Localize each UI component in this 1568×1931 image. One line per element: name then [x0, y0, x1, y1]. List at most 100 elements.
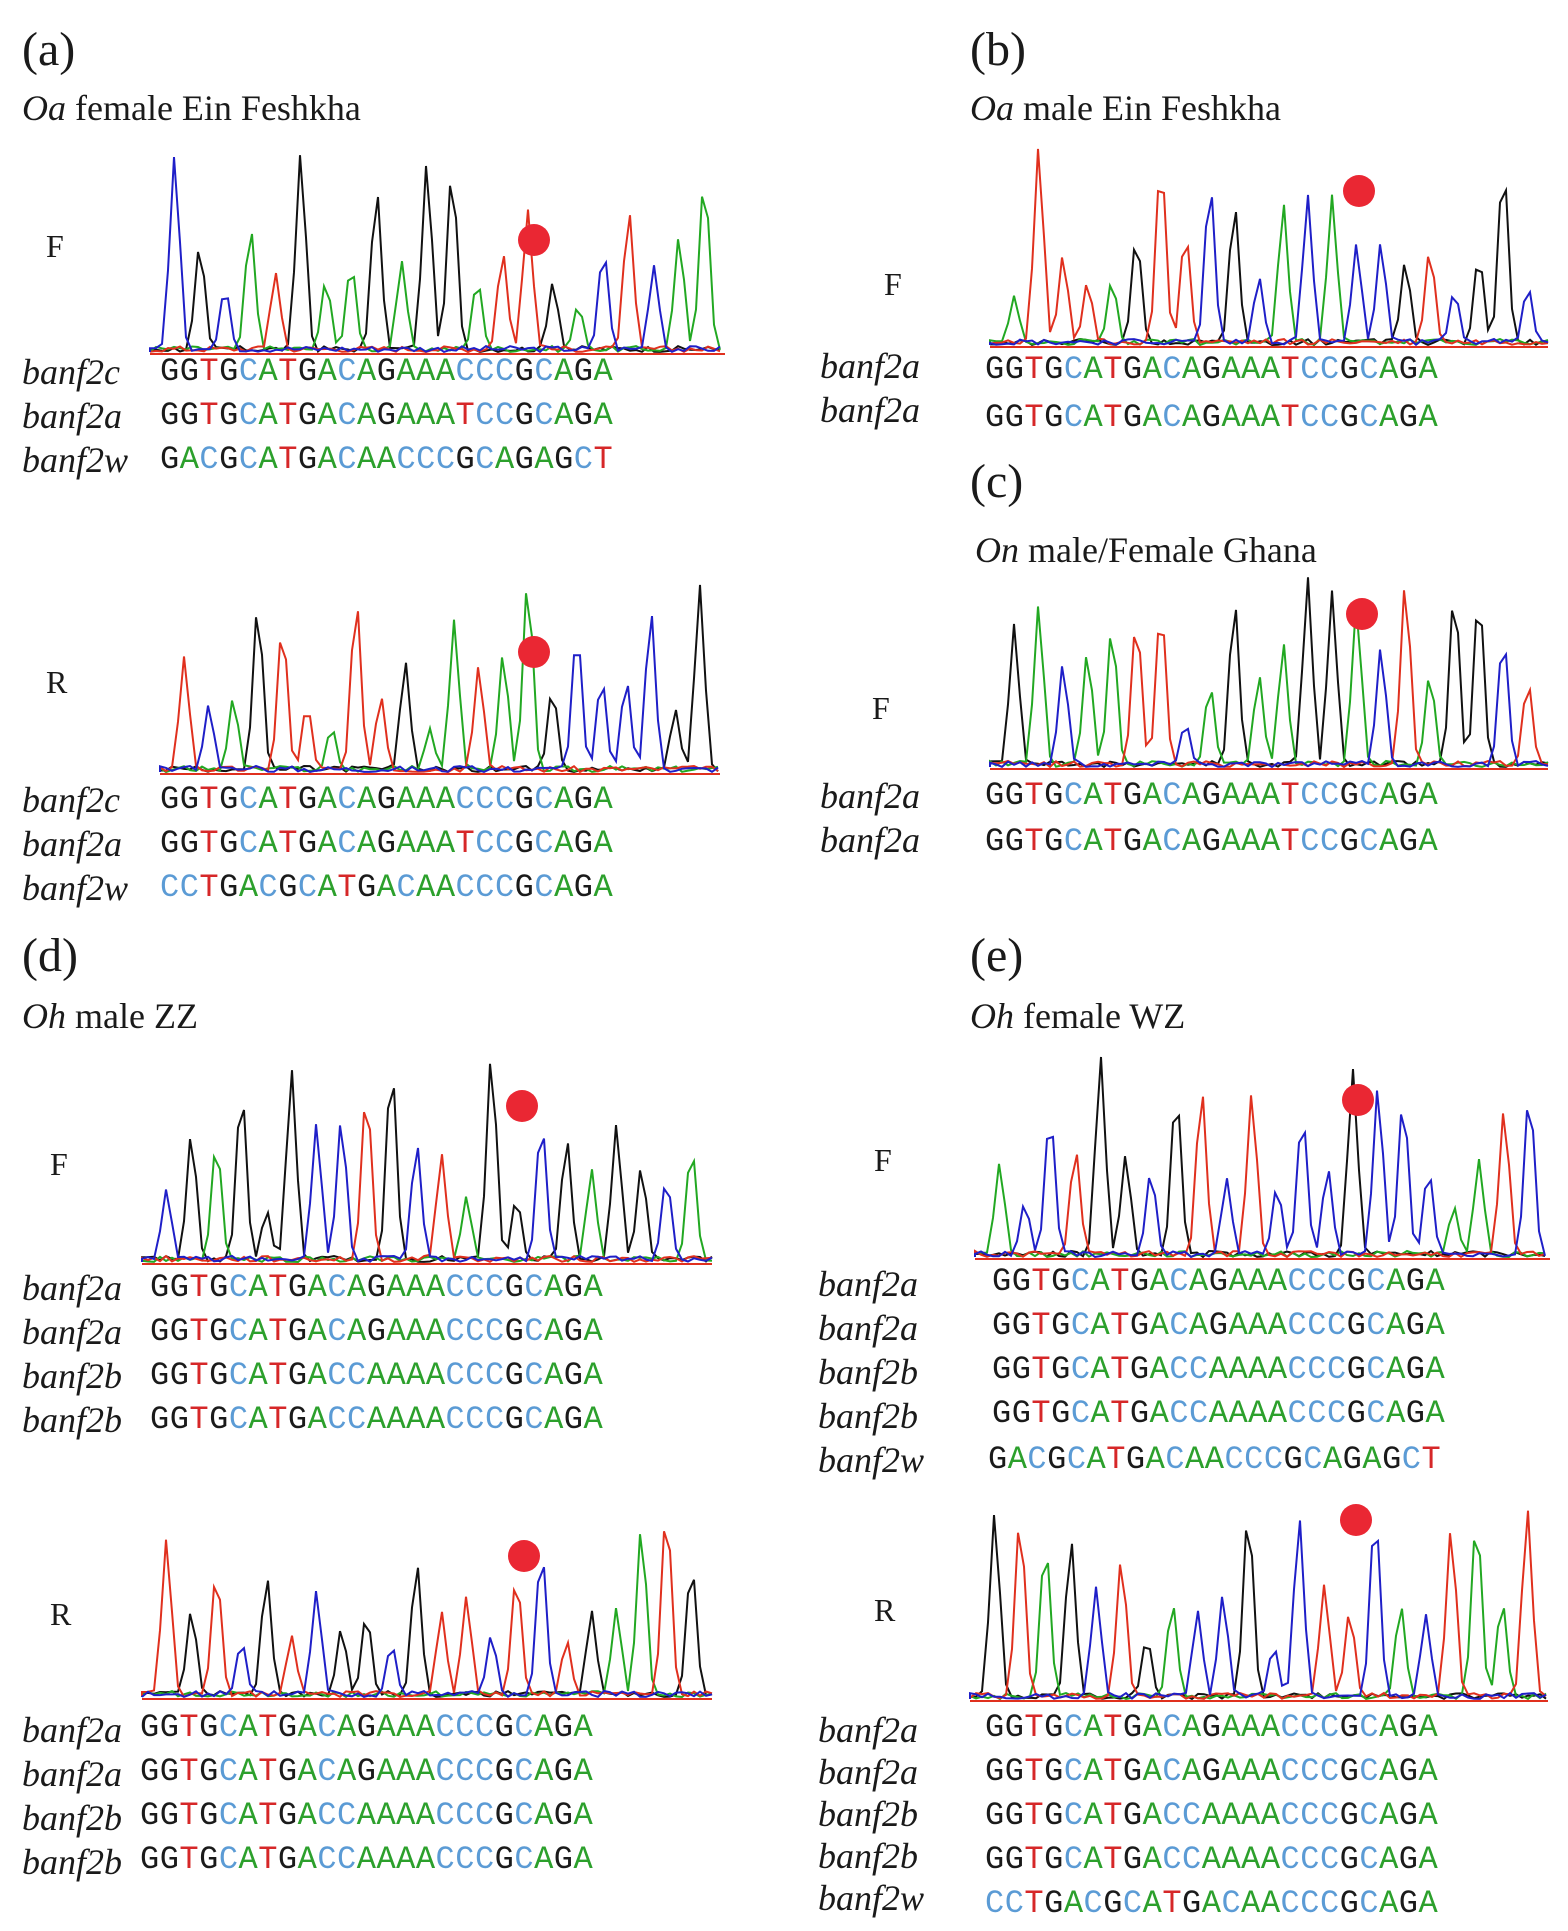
nucleotide-base: C: [1162, 777, 1183, 814]
nucleotide-base: G: [287, 1357, 308, 1394]
trace-line: [989, 194, 1549, 347]
nucleotide-base: A: [1260, 777, 1281, 814]
nucleotide-base: C: [1366, 1395, 1387, 1432]
gene-label: banf2a: [820, 820, 921, 860]
nucleotide-base: A: [396, 825, 417, 862]
nucleotide-base: G: [494, 1841, 515, 1878]
chromatogram-a-forward: [149, 155, 725, 355]
nucleotide-base: G: [1201, 777, 1222, 814]
panel-title-a: Oa female Ein Feshkha: [22, 90, 361, 126]
nucleotide-base: A: [1267, 1263, 1288, 1300]
nucleotide-base: C: [474, 1753, 495, 1790]
nucleotide-base: C: [1319, 1885, 1340, 1922]
nucleotide-base: G: [985, 777, 1005, 814]
nucleotide-base: C: [317, 1841, 338, 1878]
nucleotide-base: C: [1189, 1395, 1209, 1432]
trace-line: [159, 615, 719, 773]
trace-line: [141, 1111, 713, 1263]
nucleotide-base: C: [1280, 1797, 1301, 1834]
nucleotide-base: A: [1241, 351, 1261, 388]
nucleotide-base: G: [514, 869, 535, 906]
nucleotide-base: A: [1221, 823, 1242, 860]
trace-line: [969, 1520, 1547, 1700]
nucleotide-base: A: [554, 397, 574, 434]
nucleotide-base: C: [1300, 1709, 1320, 1746]
nucleotide-base: A: [1182, 399, 1202, 436]
nucleotide-base: A: [1260, 823, 1281, 860]
nucleotide-base: G: [504, 1401, 525, 1438]
nucleotide-base: A: [1149, 1351, 1170, 1388]
nucleotide-base: A: [248, 1269, 269, 1306]
nucleotide-base: T: [1024, 351, 1045, 388]
sample-description: male ZZ: [66, 996, 198, 1036]
nucleotide-base: C: [1366, 1307, 1387, 1344]
nucleotide-base: C: [1307, 1307, 1327, 1344]
nucleotide-base: A: [416, 781, 436, 818]
nucleotide-base: A: [583, 1269, 604, 1306]
nucleotide-base: A: [307, 1313, 328, 1350]
nucleotide-base: T: [1024, 1841, 1045, 1878]
nucleotide-base: A: [416, 353, 436, 390]
sequence-row: GGTGCATGACAGAAATCCGCAGA: [985, 826, 1438, 858]
nucleotide-base: C: [1326, 1395, 1347, 1432]
nucleotide-base: T: [278, 441, 298, 478]
nucleotide-base: G: [140, 1753, 160, 1790]
nucleotide-base: C: [1004, 1885, 1025, 1922]
nucleotide-base: G: [159, 1753, 180, 1790]
nucleotide-base: C: [1224, 1441, 1245, 1478]
forward-read-tag: F: [46, 228, 64, 264]
nucleotide-base: A: [238, 1709, 259, 1746]
nucleotide-base: C: [1169, 1395, 1190, 1432]
nucleotide-base: C: [1083, 1885, 1104, 1922]
nucleotide-base: C: [455, 353, 476, 390]
nucleotide-base: A: [337, 1709, 357, 1746]
nucleotide-base: A: [593, 353, 614, 390]
sample-description: male Ein Feshkha: [1014, 88, 1281, 128]
nucleotide-base: C: [465, 1401, 485, 1438]
nucleotide-base: C: [524, 1313, 545, 1350]
nucleotide-base: A: [258, 441, 279, 478]
nucleotide-base: G: [1051, 1307, 1071, 1344]
nucleotide-base: C: [1359, 1841, 1380, 1878]
nucleotide-base: A: [1248, 1351, 1268, 1388]
nucleotide-base: A: [1425, 1263, 1446, 1300]
nucleotide-base: G: [376, 397, 397, 434]
nucleotide-base: G: [150, 1269, 170, 1306]
nucleotide-base: C: [514, 1709, 535, 1746]
nucleotide-base: C: [474, 1797, 495, 1834]
nucleotide-base: G: [1122, 1841, 1143, 1878]
panel-label-e: (e): [970, 929, 1024, 982]
nucleotide-base: A: [1185, 1441, 1205, 1478]
nucleotide-base: G: [356, 1709, 377, 1746]
nucleotide-base: T: [1110, 1263, 1130, 1300]
nucleotide-base: G: [1044, 1841, 1064, 1878]
nucleotide-base: G: [140, 1841, 160, 1878]
nucleotide-base: T: [258, 1709, 278, 1746]
nucleotide-base: G: [1044, 399, 1064, 436]
chromatogram-d-reverse: [141, 1531, 713, 1700]
nucleotide-base: G: [1398, 399, 1419, 436]
nucleotide-base: G: [563, 1401, 584, 1438]
nucleotide-base: G: [1004, 1841, 1025, 1878]
nucleotide-base: G: [1201, 1709, 1222, 1746]
nucleotide-base: C: [494, 397, 515, 434]
nucleotide-base: C: [435, 1841, 456, 1878]
nucleotide-base: G: [366, 1269, 387, 1306]
nucleotide-base: A: [1379, 1841, 1399, 1878]
nucleotide-base: A: [307, 1401, 328, 1438]
nucleotide-base: G: [376, 353, 397, 390]
gene-label: banf2c: [22, 352, 120, 392]
nucleotide-base: C: [1169, 1351, 1190, 1388]
nucleotide-base: C: [1189, 1351, 1209, 1388]
nucleotide-base: A: [1090, 1307, 1111, 1344]
nucleotide-base: G: [563, 1269, 584, 1306]
nucleotide-base: T: [1031, 1307, 1052, 1344]
gene-label: banf2a: [820, 346, 921, 386]
nucleotide-base: C: [1300, 777, 1320, 814]
nucleotide-base: T: [1031, 1263, 1052, 1300]
nucleotide-base: C: [1319, 823, 1340, 860]
nucleotide-base: C: [445, 1269, 466, 1306]
nucleotide-base: C: [1063, 823, 1084, 860]
nucleotide-base: A: [1241, 777, 1261, 814]
panel-label-b: (b): [970, 23, 1026, 76]
